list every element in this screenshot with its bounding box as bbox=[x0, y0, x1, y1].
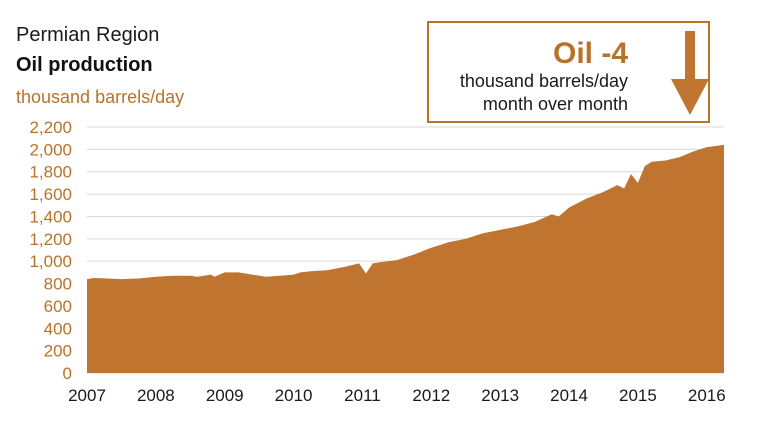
change-period: month over month bbox=[482, 94, 628, 114]
x-axis-tick-labels: 2007 2008 2009 2010 2011 2012 2013 2014 2015 2016 bbox=[68, 386, 726, 405]
y-tick-label: 1,600 bbox=[29, 185, 72, 204]
y-tick-label: 1,400 bbox=[29, 207, 72, 226]
y-tick-label: 1,800 bbox=[29, 163, 72, 182]
x-tick-label: 2009 bbox=[206, 386, 244, 405]
y-tick-label: 400 bbox=[44, 319, 72, 338]
x-tick-label: 2012 bbox=[412, 386, 450, 405]
change-headline: Oil -4 bbox=[552, 37, 628, 70]
y-axis-tick-labels: 0 200 400 600 800 1,000 1,200 1,400 1,600 1,800 2,… bbox=[29, 118, 72, 383]
x-tick-label: 2008 bbox=[137, 386, 175, 405]
region-label: Permian Region bbox=[16, 24, 160, 46]
production-area bbox=[87, 144, 724, 373]
x-tick-label: 2010 bbox=[275, 386, 313, 405]
y-tick-label: 800 bbox=[44, 275, 72, 294]
y-tick-label: 2,200 bbox=[29, 118, 72, 137]
y-tick-label: 1,200 bbox=[29, 230, 72, 249]
y-tick-label: 600 bbox=[44, 297, 72, 316]
x-tick-label: 2011 bbox=[344, 386, 381, 405]
y-tick-label: 1,000 bbox=[29, 252, 72, 271]
chart-title: Oil production bbox=[16, 54, 153, 76]
change-unit: thousand barrels/day bbox=[459, 71, 628, 91]
x-tick-label: 2013 bbox=[481, 386, 519, 405]
x-tick-label: 2007 bbox=[68, 386, 106, 405]
x-tick-label: 2015 bbox=[619, 386, 657, 405]
change-callout: Oil -4 thousand barrels/day month over m… bbox=[427, 21, 710, 123]
y-tick-label: 200 bbox=[44, 342, 72, 361]
y-tick-label: 0 bbox=[63, 364, 72, 383]
y-tick-label: 2,000 bbox=[29, 140, 72, 159]
x-tick-label: 2016 bbox=[688, 386, 726, 405]
down-arrow-icon bbox=[671, 31, 709, 115]
x-tick-label: 2014 bbox=[550, 386, 588, 405]
unit-label: thousand barrels/day bbox=[16, 87, 185, 107]
